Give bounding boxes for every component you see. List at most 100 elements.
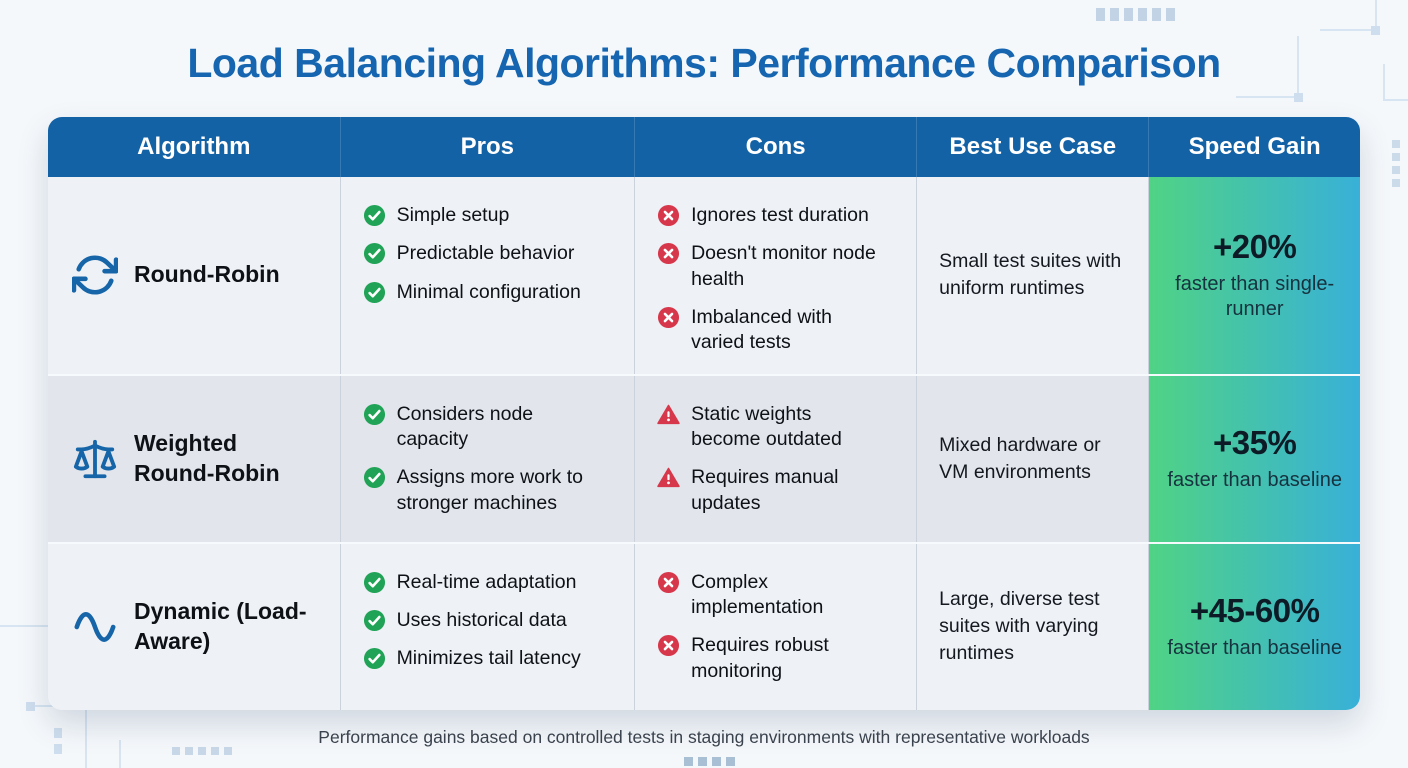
feature-item: Requires manual updates — [657, 465, 882, 516]
check-icon — [363, 403, 386, 426]
warning-icon — [657, 403, 680, 426]
best-use-case-cell: Small test suites with uniform runtimes — [917, 177, 1150, 374]
table-row: Dynamic (Load-Aware) Real-time adaptatio… — [48, 541, 1360, 710]
algorithm-cell: Dynamic (Load-Aware) — [48, 543, 341, 710]
circuit-decoration-top-right — [1236, 0, 1408, 102]
table-body: Round-Robin Simple setup Predictable beha… — [48, 177, 1360, 710]
speed-gain-value: +35% — [1213, 424, 1297, 462]
feature-text: Ignores test duration — [691, 204, 869, 226]
algorithm-name: Round-Robin — [134, 261, 280, 288]
feature-text: Considers node capacity — [396, 402, 534, 451]
wave-icon — [72, 604, 118, 650]
feature-item: Minimal configuration — [363, 280, 601, 305]
column-header-speed-gain: Speed Gain — [1188, 133, 1321, 160]
speed-gain-cell: +35% faster than baseline — [1149, 375, 1360, 542]
algorithm-cell: Weighted Round-Robin — [48, 375, 341, 542]
feature-item: Requires robust monitoring — [657, 633, 882, 684]
pros-list: Considers node capacity Assigns more work… — [363, 402, 601, 516]
feature-item: Uses historical data — [363, 608, 601, 633]
pros-cell: Simple setup Predictable behavior Minimal … — [341, 177, 636, 374]
best-use-case-cell: Large, diverse test suites with varying … — [917, 543, 1150, 710]
cross-icon — [657, 634, 680, 657]
feature-text: Real-time adaptation — [396, 570, 577, 593]
feature-item: Simple setup — [363, 203, 601, 228]
feature-text: Minimizes tail latency — [396, 647, 581, 670]
pros-cell: Considers node capacity Assigns more work… — [341, 375, 636, 542]
cross-icon — [657, 306, 680, 329]
table-row: Round-Robin Simple setup Predictable beha… — [48, 177, 1360, 374]
cons-cell: Complex implementation Requires robust mo… — [635, 543, 918, 710]
feature-text: Predictable behavior — [396, 242, 575, 265]
best-use-case-text: Mixed hardware or VM environments — [939, 433, 1101, 483]
check-icon — [363, 204, 386, 227]
column-header-cons: Cons — [635, 117, 918, 177]
algorithm-name: Dynamic (Load-Aware) — [134, 597, 307, 654]
footnote: Performance gains based on controlled te… — [318, 727, 1090, 747]
table-header: Algorithm Pros Cons Best Use Case Speed … — [48, 117, 1360, 177]
feature-item: Static weights become outdated — [657, 402, 882, 453]
feature-text: Minimal configuration — [396, 280, 581, 303]
pros-cell: Real-time adaptation Uses historical data… — [341, 543, 636, 710]
speed-gain-value: +45-60% — [1189, 592, 1320, 630]
cons-list: Complex implementation Requires robust mo… — [657, 570, 882, 684]
column-header-pros: Pros — [341, 117, 636, 177]
feature-item: Real-time adaptation — [363, 570, 601, 595]
check-icon — [363, 281, 386, 304]
best-use-case-cell: Mixed hardware or VM environments — [917, 375, 1150, 542]
speed-gain-value: +20% — [1213, 228, 1297, 266]
feature-text: Imbalanced with varied tests — [691, 306, 833, 354]
cons-list: Static weights become outdated Requires m… — [657, 402, 882, 516]
cross-icon — [657, 242, 680, 265]
feature-item: Considers node capacity — [363, 402, 601, 453]
feature-item: Predictable behavior — [363, 241, 601, 266]
column-header-best-use-case: Best Use Case — [917, 117, 1150, 177]
feature-item: Assigns more work to stronger machines — [363, 465, 601, 516]
best-use-case-text: Small test suites with uniform runtimes — [939, 250, 1122, 300]
check-icon — [363, 571, 386, 594]
feature-text: Assigns more work to stronger machines — [396, 466, 583, 514]
cycle-icon — [72, 252, 118, 298]
comparison-table: Algorithm Pros Cons Best Use Case Speed … — [48, 117, 1360, 710]
algorithm-cell: Round-Robin — [48, 177, 341, 374]
deco-squares-bottom-center — [684, 757, 735, 766]
column-header-algorithm: Algorithm — [48, 117, 341, 177]
best-use-case-text: Large, diverse test suites with varying … — [939, 588, 1100, 665]
page-title: Load Balancing Algorithms: Performance C… — [187, 40, 1221, 86]
feature-text: Simple setup — [396, 204, 510, 226]
feature-text: Complex implementation — [691, 570, 824, 619]
speed-gain-caption: faster than single-runner — [1175, 273, 1335, 321]
deco-squares-bottom-left — [172, 747, 232, 755]
deco-squares-top-right — [1096, 8, 1175, 21]
cons-cell: Ignores test duration Doesn't monitor nod… — [635, 177, 918, 374]
deco-squares-right-edge — [1392, 140, 1400, 187]
check-icon — [363, 242, 386, 265]
cross-icon — [657, 571, 680, 594]
feature-text: Doesn't monitor node health — [691, 242, 876, 290]
feature-text: Static weights become outdated — [691, 402, 842, 451]
feature-item: Ignores test duration — [657, 203, 882, 228]
warning-icon — [657, 466, 680, 489]
pros-list: Real-time adaptation Uses historical data… — [363, 570, 601, 672]
scale-icon — [72, 436, 118, 482]
cross-icon — [657, 204, 680, 227]
feature-item: Minimizes tail latency — [363, 646, 601, 671]
cons-list: Ignores test duration Doesn't monitor nod… — [657, 203, 882, 356]
feature-text: Requires manual updates — [691, 466, 839, 514]
pros-list: Simple setup Predictable behavior Minimal … — [363, 203, 601, 305]
table-row: Weighted Round-Robin Considers node capa… — [48, 373, 1360, 542]
feature-text: Requires robust monitoring — [691, 634, 829, 682]
check-icon — [363, 609, 386, 632]
speed-gain-caption: faster than baseline — [1167, 469, 1342, 492]
check-icon — [363, 466, 386, 489]
speed-gain-caption: faster than baseline — [1167, 637, 1342, 660]
feature-item: Complex implementation — [657, 570, 882, 621]
feature-text: Uses historical data — [396, 609, 567, 632]
feature-item: Doesn't monitor node health — [657, 241, 882, 292]
algorithm-name: Weighted Round-Robin — [134, 429, 280, 486]
speed-gain-cell: +45-60% faster than baseline — [1149, 543, 1360, 710]
cons-cell: Static weights become outdated Requires m… — [635, 375, 918, 542]
speed-gain-cell: +20% faster than single-runner — [1149, 177, 1360, 374]
check-icon — [363, 647, 386, 670]
feature-item: Imbalanced with varied tests — [657, 305, 882, 356]
